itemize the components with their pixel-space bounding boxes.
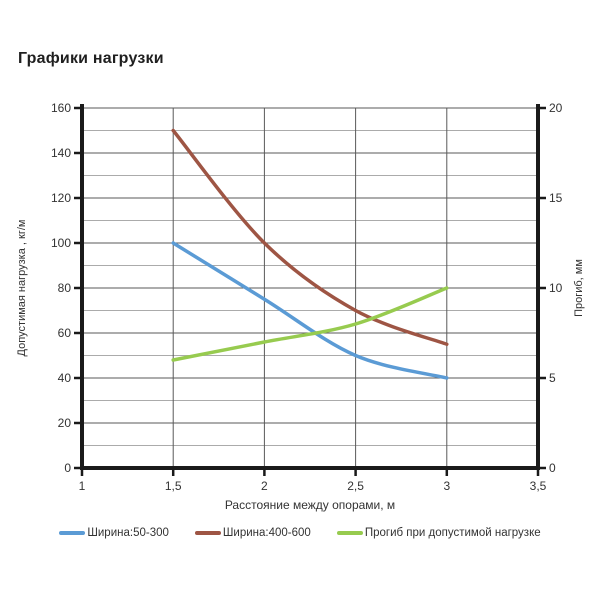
y-left-tick-label: 160	[51, 101, 71, 115]
legend-label: Ширина:400-600	[222, 527, 311, 539]
x-tick-label: 1,5	[165, 479, 182, 493]
x-tick-label: 3	[443, 479, 450, 493]
chart-title: Графики нагрузки	[18, 50, 164, 67]
y-right-axis-title: Прогиб, мм	[573, 259, 585, 317]
axes	[80, 104, 540, 470]
y-right-tick-label: 0	[549, 461, 556, 475]
y-left-tick-label: 140	[51, 146, 71, 160]
legend-label: Ширина:50-300	[87, 527, 169, 539]
series-line-0	[171, 241, 449, 380]
y-left-tick-label: 60	[58, 326, 72, 340]
y-right-tick-label: 10	[549, 281, 563, 295]
y-left-axis-title: Допустимая нагрузка , кг/м	[16, 219, 28, 357]
y-left-tick-label: 80	[58, 281, 72, 295]
x-tick-label: 1	[79, 479, 86, 493]
series-lines	[171, 128, 449, 380]
legend-line-swatch-green-icon	[336, 531, 363, 535]
legend-line-swatch-blue-icon	[59, 531, 86, 535]
x-tick-label: 2	[261, 479, 268, 493]
legend-item-width-50-300: Ширина:50-300	[59, 527, 169, 539]
y-left-tick-label: 120	[51, 191, 71, 205]
series-line-1	[171, 128, 449, 346]
legend-line-swatch-brown-icon	[194, 531, 221, 535]
y-right-tick-label: 15	[549, 191, 563, 205]
tick-marks	[74, 106, 546, 476]
tick-labels: 0 20 40 60 80 100 120 140 160 0 5 10 15 20 1 1,5 2 2,5 3 3,…	[51, 101, 563, 493]
series-line-2	[171, 286, 449, 362]
chart-legend: Ширина:50-300 Ширина:400-600 Прогиб при …	[0, 527, 600, 539]
y-left-tick-label: 0	[64, 461, 71, 475]
x-axis-title: Расстояние между опорами, м	[224, 498, 396, 512]
x-tick-label: 3,5	[530, 479, 547, 493]
y-left-tick-label: 20	[58, 416, 72, 430]
x-tick-label: 2,5	[347, 479, 364, 493]
y-right-tick-label: 20	[549, 101, 563, 115]
y-right-tick-label: 5	[549, 371, 556, 385]
y-left-tick-label: 100	[51, 236, 71, 250]
legend-item-deflection: Прогиб при допустимой нагрузке	[336, 527, 541, 539]
legend-label: Прогиб при допустимой нагрузке	[364, 527, 541, 539]
gridlines	[82, 107, 538, 468]
y-left-tick-label: 40	[58, 371, 72, 385]
legend-item-width-400-600: Ширина:400-600	[194, 527, 311, 539]
